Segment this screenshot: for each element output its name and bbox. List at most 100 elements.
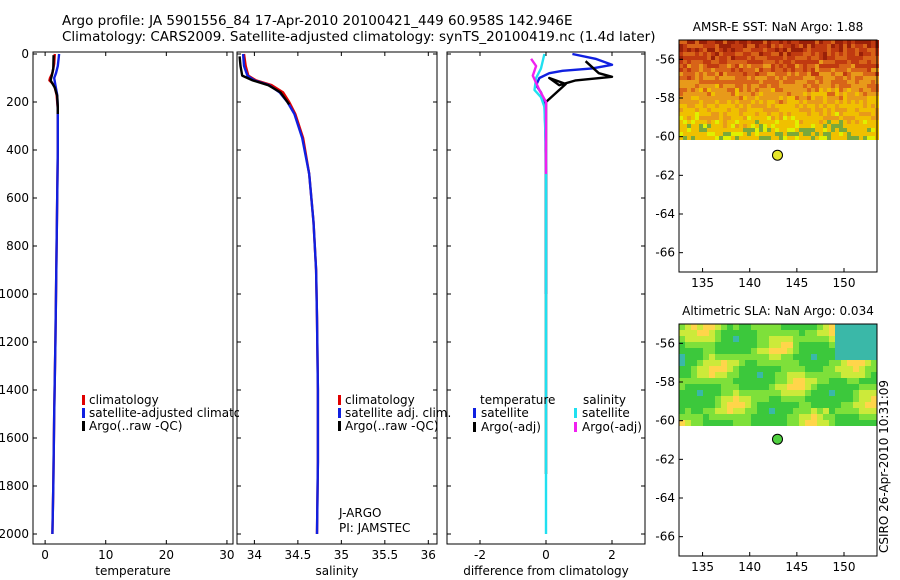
altimetric-sla-map-cell — [769, 384, 775, 390]
amsre-sst-map-cell — [707, 76, 711, 80]
amsre-sst-map-cell — [759, 128, 763, 132]
altimetric-sla-map-cell — [865, 378, 871, 384]
amsre-sst-map-cell — [799, 84, 803, 88]
amsre-sst-map-cell — [779, 108, 783, 112]
amsre-sst-map-cell — [755, 84, 759, 88]
amsre-sst-map-cell — [723, 64, 727, 68]
amsre-sst-map-cell — [835, 96, 839, 100]
amsre-sst-map-cell — [703, 52, 707, 56]
amsre-sst-map-cell — [783, 96, 787, 100]
altimetric-sla-map-cell — [811, 396, 817, 402]
altimetric-sla-map-cell — [787, 360, 793, 366]
amsre-sst-map-cell — [851, 40, 855, 44]
amsre-sst-map-cell — [787, 44, 791, 48]
amsre-sst-map-cell — [707, 100, 711, 104]
altimetric-sla-map-cell — [709, 360, 715, 366]
amsre-sst-map-ytick-label: -56 — [655, 52, 675, 66]
altimetric-sla-map-cell — [847, 360, 853, 366]
amsre-sst-map-cell — [831, 64, 835, 68]
altimetric-sla-map-cell — [805, 342, 811, 348]
amsre-sst-map-cell — [755, 64, 759, 68]
amsre-sst-map-cell — [779, 100, 783, 104]
altimetric-sla-map-cell — [739, 390, 745, 396]
altimetric-sla-map-cell — [853, 420, 859, 426]
amsre-sst-map-cell — [707, 56, 711, 60]
amsre-sst-map-cell — [707, 96, 711, 100]
amsre-sst-map-cell — [687, 124, 691, 128]
amsre-sst-map-cell — [859, 52, 863, 56]
amsre-sst-map-cell — [807, 128, 811, 132]
altimetric-sla-map-cell — [715, 402, 721, 408]
amsre-sst-map-cell — [831, 80, 835, 84]
altimetric-sla-map-cell — [871, 342, 877, 348]
altimetric-sla-map-cell — [769, 420, 775, 426]
amsre-sst-map-cell — [751, 136, 755, 140]
amsre-sst-map-cell — [743, 84, 747, 88]
amsre-sst-map-cell — [771, 60, 775, 64]
amsre-sst-map-cell — [723, 108, 727, 112]
amsre-sst-map-cell — [823, 112, 827, 116]
amsre-sst-map-cell — [711, 80, 715, 84]
difference-legend-swatch — [473, 408, 476, 418]
amsre-sst-map-cell — [839, 132, 843, 136]
amsre-sst-map-cell — [843, 104, 847, 108]
amsre-sst-map-cell — [719, 72, 723, 76]
amsre-sst-map-cell — [823, 64, 827, 68]
amsre-sst-map-cell — [679, 112, 683, 116]
amsre-sst-map-cell — [683, 124, 687, 128]
altimetric-sla-map-cell — [745, 390, 751, 396]
altimetric-sla-map-cell — [691, 408, 697, 414]
amsre-sst-map-cell — [783, 80, 787, 84]
altimetric-sla-map-cell — [847, 330, 853, 336]
altimetric-sla-map-cell — [739, 402, 745, 408]
altimetric-sla-map-cell — [799, 330, 805, 336]
amsre-sst-map-cell — [847, 100, 851, 104]
amsre-sst-map-cell — [855, 76, 859, 80]
amsre-sst-map-cell — [727, 84, 731, 88]
altimetric-sla-map-cell — [799, 402, 805, 408]
amsre-sst-map-cell — [763, 116, 767, 120]
altimetric-sla-map-cell — [817, 348, 823, 354]
amsre-sst-map-cell — [679, 116, 683, 120]
altimetric-sla-map-cell — [703, 402, 709, 408]
amsre-sst-map-cell — [687, 48, 691, 52]
amsre-sst-map-cell — [711, 56, 715, 60]
altimetric-sla-map-cell — [793, 324, 799, 330]
amsre-sst-map-cell — [751, 56, 755, 60]
amsre-sst-map-cell — [695, 124, 699, 128]
amsre-sst-map-cell — [843, 96, 847, 100]
amsre-sst-map-cell — [679, 80, 683, 84]
altimetric-sla-map-cell — [853, 378, 859, 384]
altimetric-sla-map-cell — [745, 372, 751, 378]
altimetric-sla-map-cell — [781, 336, 787, 342]
amsre-sst-map-cell — [843, 116, 847, 120]
amsre-sst-map-cell — [847, 104, 851, 108]
amsre-sst-map-cell — [771, 112, 775, 116]
amsre-sst-map-cell — [743, 120, 747, 124]
amsre-sst-map-cell — [691, 136, 695, 140]
amsre-sst-map-cell — [803, 52, 807, 56]
altimetric-sla-map-cell — [859, 384, 865, 390]
altimetric-sla-map-cell — [787, 402, 793, 408]
amsre-sst-map-cell — [715, 72, 719, 76]
amsre-sst-map-cell — [691, 124, 695, 128]
amsre-sst-map-cell — [839, 52, 843, 56]
amsre-sst-map-cell — [815, 56, 819, 60]
altimetric-sla-map-cell — [841, 354, 847, 360]
altimetric-sla-map-ytick-label: -64 — [655, 491, 675, 505]
amsre-sst-map-cell — [855, 64, 859, 68]
amsre-sst-map-cell — [679, 64, 683, 68]
amsre-sst-map-cell — [787, 128, 791, 132]
altimetric-sla-map-cell — [745, 366, 751, 372]
difference-profile-series-salinity-satellite — [533, 53, 548, 534]
amsre-sst-map-xtick-label: 135 — [691, 276, 714, 290]
amsre-sst-map-cell — [703, 92, 707, 96]
temperature-profile-xtick-label: 10 — [98, 548, 113, 562]
amsre-sst-map-cell — [787, 60, 791, 64]
amsre-sst-map-cell — [843, 56, 847, 60]
amsre-sst-map-cell — [783, 92, 787, 96]
amsre-sst-map-cell — [743, 56, 747, 60]
amsre-sst-map-cell — [691, 92, 695, 96]
amsre-sst-map-cell — [755, 116, 759, 120]
altimetric-sla-map-cell — [811, 402, 817, 408]
